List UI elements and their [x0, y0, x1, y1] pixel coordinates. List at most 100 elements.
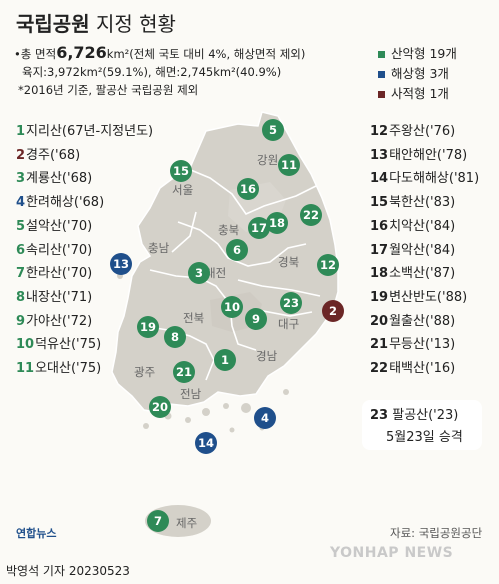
map-marker: 13: [110, 253, 132, 275]
list-item-name: 가야산('72): [26, 313, 93, 329]
map-marker: 20: [149, 396, 171, 418]
legend: 산악형 19개 해상형 3개 사적형 1개: [378, 44, 457, 104]
province-borders: [141, 167, 321, 381]
list-item-number: 5: [16, 218, 26, 234]
list-item-number: 7: [16, 266, 26, 282]
list-item-name: 태백산('16): [389, 361, 456, 377]
list-item: 16치악산('84): [370, 215, 479, 239]
list-item-name: 다도해해상('81): [389, 171, 480, 187]
list-item-name: 내장산('71): [26, 289, 93, 305]
region-label-jeonbuk: 전북: [183, 311, 205, 325]
map-marker: 14: [195, 432, 217, 454]
map-marker: 8: [164, 326, 186, 348]
list-item-number: 12: [370, 124, 389, 139]
map-marker: 7: [147, 510, 169, 532]
map-marker: 11: [278, 154, 300, 176]
list-item-name: 한려해상('68): [26, 195, 105, 211]
title-rest: 지정 현황: [89, 12, 176, 36]
list-item: 20월출산('88): [370, 310, 479, 334]
list-item-number: 4: [16, 195, 26, 211]
list-item-name: 태안해안('78): [389, 147, 468, 163]
map-marker: 21: [173, 361, 195, 383]
list-item-number: 14: [370, 171, 389, 187]
map-marker: 17: [248, 217, 270, 239]
list-item: 10덕유산('75): [16, 333, 153, 357]
source-credit: 자료: 국립공원공단: [390, 526, 483, 540]
map-marker: 9: [245, 308, 267, 330]
region-label-daejeon: 대전: [205, 266, 227, 280]
list-item-number: 3: [16, 171, 26, 187]
square-icon: [378, 90, 385, 98]
list-item-name: 월출산('88): [389, 313, 456, 329]
list-item-name: 계룡산('68): [26, 171, 93, 187]
region-label-seoul: 서울: [172, 183, 194, 197]
yonhap-logo: 연합뉴스: [16, 527, 57, 540]
list-item-number: 11: [16, 361, 35, 377]
list-item: 4한려해상('68): [16, 191, 153, 215]
region-label-gwangju: 광주: [134, 365, 156, 379]
list-item: 7한라산('70): [16, 262, 153, 286]
area-total-suffix: km²(전체 국토 대비 4%, 해상면적 제외): [106, 47, 306, 61]
region-label-daegu: 대구: [278, 317, 300, 331]
map-marker: 19: [137, 316, 159, 338]
newest-park-number: 23: [370, 408, 389, 423]
area-total-line: •총 면적6,726km²(전체 국토 대비 4%, 해상면적 제외): [14, 44, 305, 63]
region-label-chungnam: 충남: [148, 241, 170, 255]
area-total-value: 6,726: [56, 43, 107, 62]
list-item-name: 한라산('70): [26, 266, 93, 282]
byline: 박영석 기자 20230523: [6, 564, 130, 578]
list-item-name: 소백산('87): [389, 266, 456, 282]
map-marker: 22: [300, 204, 322, 226]
list-item-name: 덕유산('75): [35, 337, 102, 353]
list-item-name: 무등산('13): [389, 337, 456, 353]
legend-item-sea: 해상형 3개: [378, 64, 457, 84]
region-label-chungbuk: 충북: [218, 223, 240, 237]
list-item: 2경주('68): [16, 144, 153, 168]
title-bold: 국립공원: [16, 12, 90, 36]
map-marker: 6: [226, 239, 248, 261]
list-item-name: 속리산('70): [26, 242, 93, 258]
map-marker: 18: [266, 212, 288, 234]
list-item-number: 6: [16, 242, 26, 258]
list-item: 9가야산('72): [16, 310, 153, 334]
map-marker: 1: [214, 349, 236, 371]
list-item-number: 22: [370, 361, 389, 377]
page-title: 국립공원 지정 현황: [16, 8, 176, 37]
map-marker: 23: [280, 292, 302, 314]
region-label-jeju: 제주: [176, 516, 198, 530]
list-item-number: 15: [370, 195, 389, 211]
list-item-number: 16: [370, 218, 389, 234]
legend-label: 산악형 19개: [391, 46, 457, 61]
map-marker: 3: [188, 262, 210, 284]
region-label-jeonnam: 전남: [180, 387, 202, 401]
legend-label: 해상형 3개: [391, 66, 449, 81]
park-list-right: 12주왕산('76) 13태안해안('78) 14다도해해상('81) 15북한…: [370, 120, 479, 381]
region-label-gangwon: 강원: [257, 153, 279, 167]
park-list-left: 1지리산(67년-지정년도) 2경주('68) 3계룡산('68) 4한려해상(…: [16, 120, 153, 381]
list-item-name: 오대산('75): [35, 361, 102, 377]
list-item: 12주왕산('76): [370, 120, 479, 144]
map-marker: 10: [221, 296, 243, 318]
list-item-number: 19: [370, 289, 389, 305]
area-note-line: *2016년 기준, 팔공산 국립공원 제외: [18, 83, 199, 97]
list-item: 21무등산('13): [370, 333, 479, 357]
list-item-number: 10: [16, 337, 35, 353]
list-item-name: 주왕산('76): [389, 124, 456, 139]
map-marker: 12: [317, 254, 339, 276]
list-item-name: 지리산(67년-지정년도): [26, 124, 154, 139]
list-item-name: 북한산('83): [389, 195, 456, 211]
map-marker: 15: [170, 160, 192, 182]
list-item: 15북한산('83): [370, 191, 479, 215]
map-marker: 5: [262, 119, 284, 141]
list-item: 14다도해해상('81): [370, 167, 479, 191]
list-item: 18소백산('87): [370, 262, 479, 286]
region-label-gyeongbuk: 경북: [278, 255, 300, 269]
list-item-name: 치악산('84): [389, 218, 456, 234]
list-item-number: 1: [16, 124, 26, 139]
list-item-number: 18: [370, 266, 389, 282]
list-item: 22태백산('16): [370, 357, 479, 381]
list-item-number: 17: [370, 242, 389, 258]
map-marker: 16: [237, 178, 259, 200]
list-item: 1지리산(67년-지정년도): [16, 120, 153, 144]
area-total-prefix: •총 면적: [14, 47, 57, 61]
